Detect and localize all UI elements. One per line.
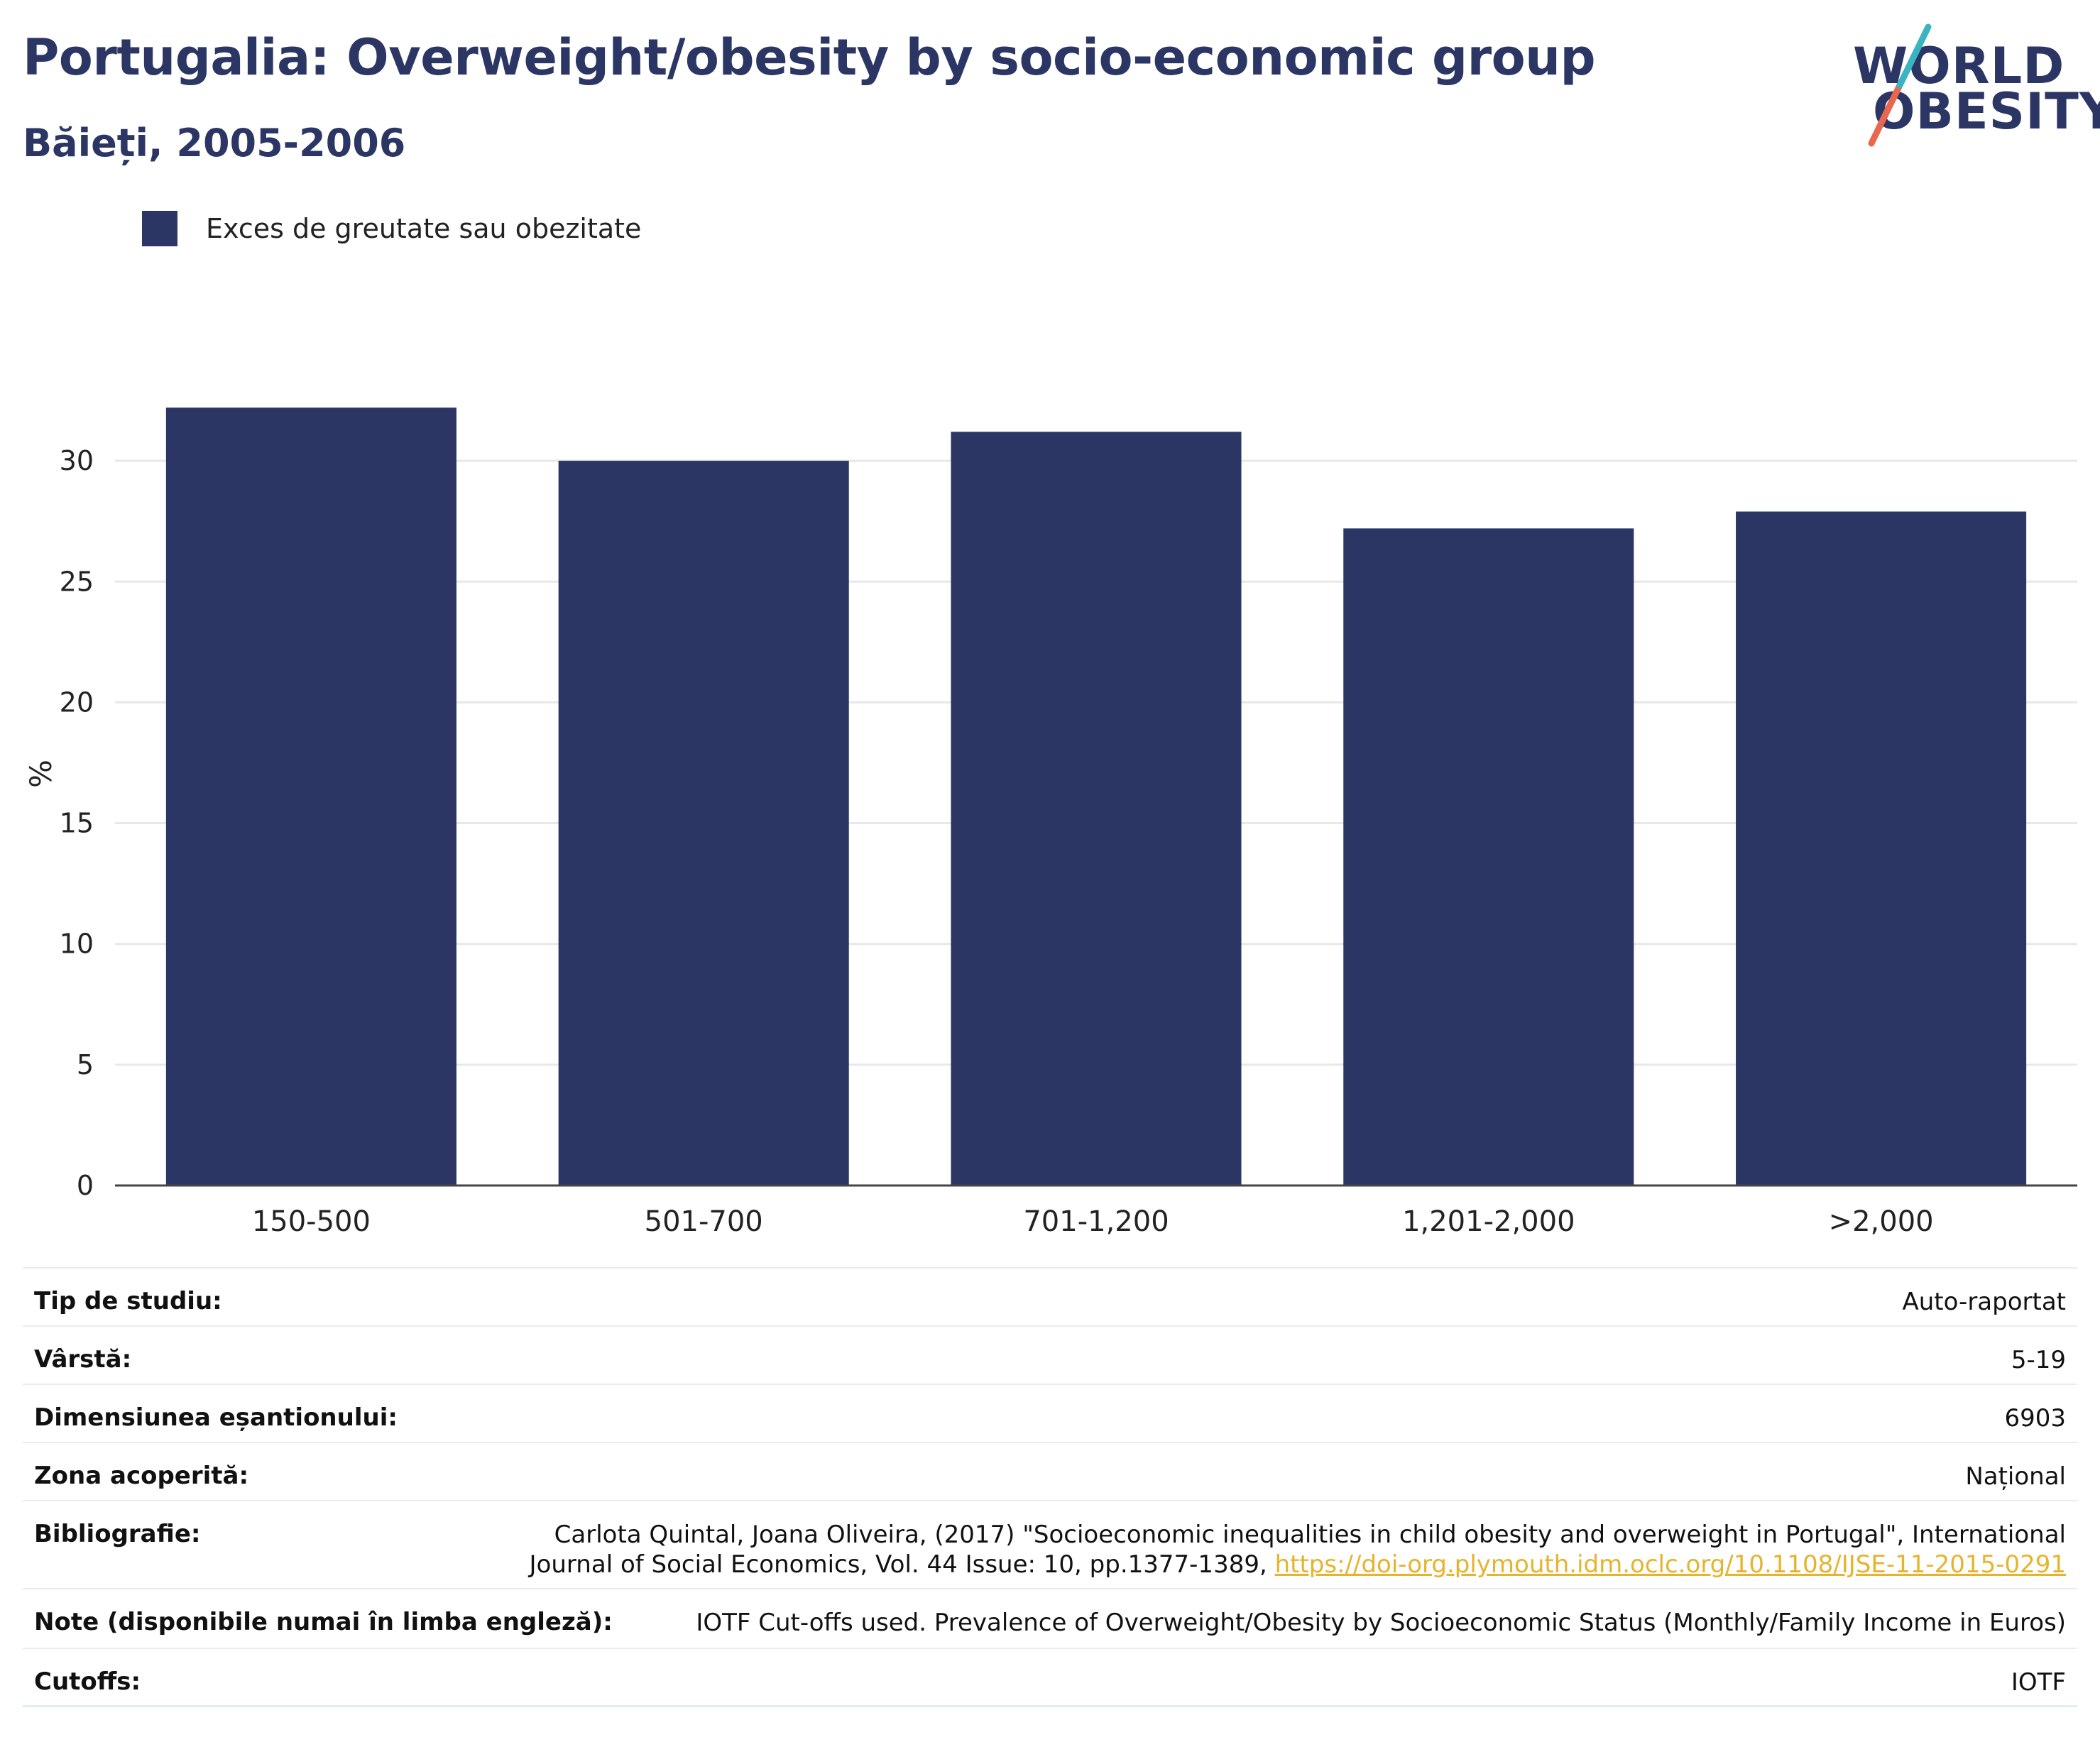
details-row-value: IOTF Cut-offs used. Prevalence of Overwe… — [696, 1609, 2066, 1637]
details-row-label: Cutoffs: — [34, 1667, 141, 1696]
details-row: Vârstă: 5-19 — [23, 1325, 2077, 1384]
details-row-text: Carlota Quintal, Joana Oliveira, (2017) … — [529, 1521, 2066, 1579]
study-details-table: Tip de studiu: Auto-raportat Vârstă: 5-19 Di… — [23, 1267, 2077, 1707]
logo-slash-icon — [1868, 23, 1932, 147]
bar-chart: 0 5 10 15 20 25 30% 150-500 501-700 701-1,200 1,20… — [23, 407, 2077, 1238]
details-row: Cutoffs: IOTF — [23, 1648, 2077, 1707]
details-row: Dimensiunea eșantionului: 6903 — [23, 1384, 2077, 1442]
bibliography-link[interactable]: https://doi-org.plymouth.idm.oclc.org/10… — [1274, 1550, 2066, 1579]
bar-1 — [165, 407, 456, 1186]
details-row-value: Auto-raportat — [1902, 1288, 2066, 1316]
x-tick-label: 150-500 — [252, 1205, 371, 1238]
details-row-value: IOTF — [2011, 1668, 2066, 1697]
y-tick-label: 5 — [77, 1049, 94, 1080]
chart-title: Portugalia: Overweight/obesity by socio-… — [23, 28, 1596, 87]
bar-5 — [1736, 511, 2027, 1185]
y-tick-label: 25 — [60, 566, 94, 597]
legend-label: Exces de greutate sau obezitate — [206, 213, 642, 244]
details-row-value: 6903 — [2004, 1404, 2066, 1433]
details-row-label: Vârstă: — [34, 1345, 132, 1374]
y-tick-label: 0 — [77, 1170, 94, 1201]
y-axis-title: % — [23, 760, 58, 788]
details-row: Zona acoperită: Național — [23, 1442, 2077, 1500]
x-tick-label: >2,000 — [1829, 1205, 1934, 1238]
x-tick-label: 1,201-2,000 — [1402, 1205, 1575, 1238]
logo-line-1: WORLD — [1853, 37, 2065, 95]
details-row: Tip de studiu: Auto-raportat — [23, 1267, 2077, 1325]
y-tick-label: 20 — [60, 686, 94, 718]
details-row-label: Tip de studiu: — [34, 1287, 222, 1315]
bar-4 — [1343, 528, 1634, 1185]
details-row-value: Carlota Quintal, Joana Oliveira, (2017) … — [504, 1501, 2066, 1579]
details-row-label: Dimensiunea eșantionului: — [34, 1403, 398, 1432]
details-row: Bibliografie: Carlota Quintal, Joana Oliv… — [23, 1500, 2077, 1588]
details-row-label: Zona acoperită: — [34, 1462, 249, 1490]
bar-2 — [558, 461, 849, 1185]
details-row: Note (disponibile numai în limba engleză… — [23, 1588, 2077, 1648]
world-obesity-logo: WORLD OBESITY — [1853, 21, 2100, 149]
chart-subtitle: Băieți, 2005-2006 — [23, 121, 406, 165]
logo-line-2: OBESITY — [1873, 82, 2100, 141]
y-tick-label: 10 — [60, 929, 94, 960]
legend-swatch — [142, 211, 177, 246]
y-tick-label: 15 — [60, 808, 94, 839]
bar-3 — [951, 432, 1242, 1185]
details-row-label: Bibliografie: — [34, 1520, 201, 1548]
x-tick-label: 701-1,200 — [1023, 1205, 1169, 1238]
y-tick-label: 30 — [60, 445, 94, 476]
chart-legend: Exces de greutate sau obezitate — [142, 211, 641, 246]
x-tick-label: 501-700 — [645, 1205, 763, 1238]
details-row-label: Note (disponibile numai în limba engleză… — [34, 1608, 613, 1636]
details-row-value: 5-19 — [2011, 1346, 2066, 1374]
details-row-value: Național — [1965, 1462, 2066, 1491]
